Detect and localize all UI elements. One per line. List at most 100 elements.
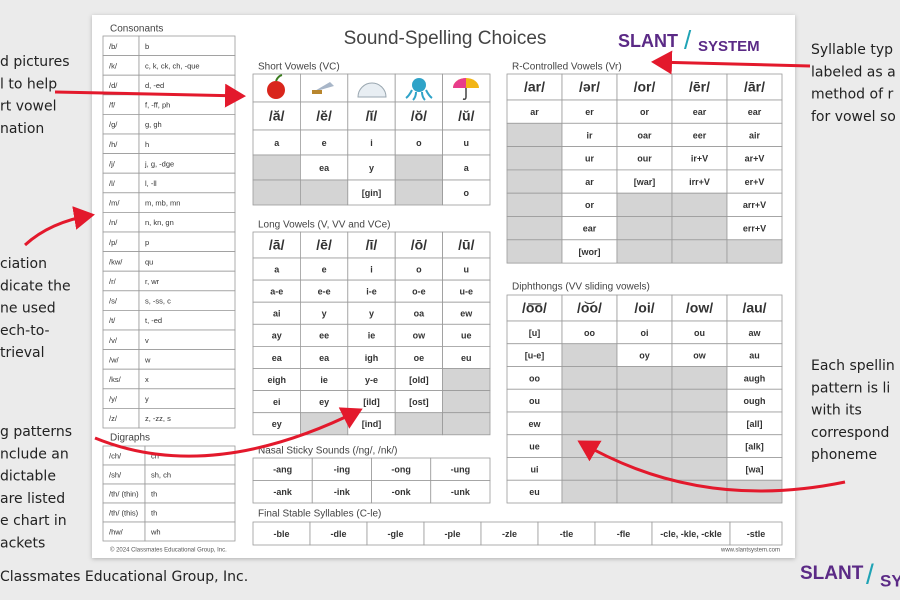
- cell-text: e-e: [318, 287, 331, 297]
- cell-text: [u-e]: [525, 351, 545, 361]
- cell-text: /b/: [109, 42, 118, 51]
- cell-text: ey: [319, 397, 329, 407]
- cell-text: i: [370, 264, 373, 274]
- callout-text: l to help: [0, 76, 57, 92]
- arrow: [54, 83, 246, 108]
- header-label: /ēr/: [689, 79, 710, 95]
- section-title: Short Vowels (VC): [258, 62, 340, 73]
- section-title: Final Stable Syllables (C-le): [258, 509, 381, 520]
- cell-text: o-e: [412, 287, 426, 297]
- callouts: d pictures l to help rt vowel nation ciation…: [0, 42, 896, 552]
- empty-cell: [252, 179, 301, 206]
- arrows: [23, 50, 846, 493]
- header-cell: [671, 294, 728, 322]
- cell-text: oa: [414, 309, 425, 319]
- cell-text: /k/: [109, 61, 118, 70]
- cell-text: ear: [748, 107, 762, 117]
- cell-text: eer: [693, 130, 707, 140]
- cell-text: -ank: [273, 487, 293, 497]
- cell-text: v: [145, 336, 149, 345]
- callout-text: nclude an: [0, 446, 69, 462]
- header-cell: [726, 294, 783, 322]
- empty-cell: [616, 434, 673, 458]
- cell-text: f, -ff, ph: [145, 101, 170, 110]
- cell-text: ie: [320, 375, 328, 385]
- cell-text: th: [151, 508, 157, 517]
- cell-text: ay: [272, 331, 282, 341]
- cell: [138, 368, 236, 390]
- cell: [299, 154, 349, 181]
- cell-text: o: [464, 188, 470, 198]
- umbrella-handle: [462, 88, 467, 100]
- cell-text: ew: [528, 419, 541, 429]
- cell-text: /r/: [109, 277, 117, 286]
- empty-cell: [616, 366, 673, 390]
- footer-credit: Classmates Educational Group, Inc.: [0, 569, 248, 585]
- empty-cell: [506, 192, 563, 217]
- corner-logo-system: SY: [880, 571, 900, 590]
- cell-text: ea: [272, 353, 283, 363]
- cell-text: -stle: [747, 529, 766, 539]
- arrow: [94, 407, 363, 458]
- sheet-title: Sound-Spelling Choices: [344, 28, 547, 49]
- cell-text: a: [464, 163, 470, 173]
- cell: [144, 521, 236, 542]
- cell-text: ough: [744, 396, 766, 406]
- callout-text: trieval: [0, 345, 45, 361]
- cell-text: a: [274, 138, 280, 148]
- section-title: Diphthongs (VV sliding vowels): [512, 282, 650, 293]
- cell-text: oi: [641, 328, 649, 338]
- header-cell: [561, 73, 618, 101]
- cell-text: i-e: [366, 287, 377, 297]
- cell-text: n, kn, gn: [145, 218, 174, 227]
- arrow: [23, 206, 95, 247]
- header-label: /ā/: [269, 237, 285, 253]
- cell-text: ue: [461, 331, 472, 341]
- cell-text: ou: [529, 396, 540, 406]
- empty-cell: [506, 169, 563, 194]
- cell-text: e: [322, 138, 327, 148]
- cell-text: y: [322, 309, 327, 319]
- arrow: [651, 50, 811, 75]
- header-label: /ū/: [458, 237, 474, 253]
- cell-text: [u]: [529, 328, 541, 338]
- cell-text: ui: [531, 464, 539, 474]
- empty-cell: [616, 479, 673, 504]
- cell-text: a: [274, 264, 280, 274]
- header-label: /ŭ/: [458, 108, 474, 124]
- igloo: [357, 82, 387, 98]
- section-title: Long Vowels (V, VV and VCe): [258, 220, 391, 231]
- cell-text: z, -zz, s: [145, 414, 171, 423]
- cell: [138, 251, 236, 272]
- header-label: /ow/: [686, 300, 713, 316]
- cell-text: m, mb, mn: [145, 199, 180, 208]
- cell-text: p: [145, 238, 149, 247]
- header-label: /o͞o/: [522, 300, 547, 316]
- empty-cell: [616, 388, 673, 413]
- callout-text: phoneme: [811, 447, 877, 463]
- callout-text: ciation: [0, 256, 47, 272]
- empty-cell: [561, 343, 618, 367]
- empty-cell: [299, 179, 349, 206]
- callout-text: method of r: [811, 87, 893, 103]
- callout-text: for vowel so: [811, 109, 896, 125]
- cell-text: o: [416, 264, 422, 274]
- cell-text: -unk: [451, 487, 471, 497]
- cell-text: /t/: [109, 316, 116, 325]
- cell: [138, 231, 236, 253]
- empty-cell: [506, 146, 563, 171]
- cell-text: [ind]: [362, 419, 382, 429]
- cell-text: u-e: [460, 287, 474, 297]
- empty-cell: [252, 154, 301, 181]
- cell: [138, 35, 236, 57]
- cell-text: -ong: [391, 465, 411, 475]
- cell-text: /kw/: [109, 257, 123, 266]
- sheet-logo: SLANT / SYSTEM: [618, 25, 760, 55]
- cell: [138, 349, 236, 370]
- cell-text: th: [151, 489, 157, 498]
- header-cell: [671, 73, 728, 101]
- callout-text: g patterns: [0, 424, 72, 440]
- cell-text: ear: [583, 224, 597, 234]
- section-title: Digraphs: [110, 433, 150, 444]
- empty-cell: [726, 239, 783, 264]
